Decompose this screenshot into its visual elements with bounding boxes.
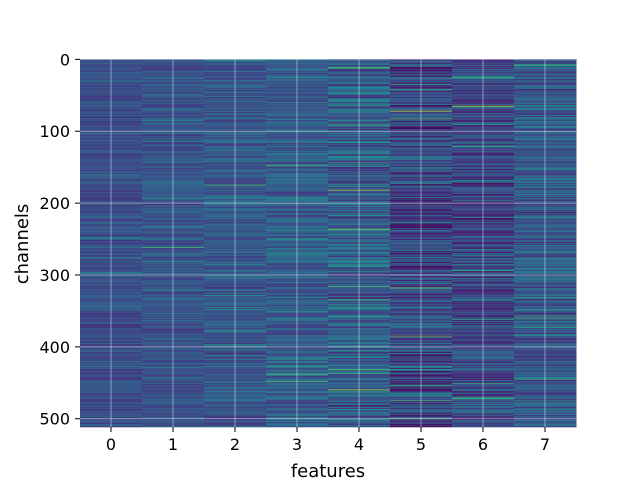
y-tick-label: 100 (39, 122, 70, 141)
x-tick-label: 0 (106, 435, 116, 454)
x-tick-label: 5 (416, 435, 426, 454)
y-tick-label: 500 (39, 410, 70, 429)
x-tick-label: 6 (478, 435, 488, 454)
x-tick-label: 3 (292, 435, 302, 454)
y-tick-label: 0 (60, 50, 70, 69)
x-tick-label: 2 (230, 435, 240, 454)
x-axis-label: features (291, 461, 365, 480)
y-tick-label: 300 (39, 266, 70, 285)
x-tick-label: 4 (354, 435, 364, 454)
axis-ticks: 0 1 2 3 4 5 6 7 0 100 200 300 400 500 (39, 50, 550, 454)
heatmap-cells (80, 59, 577, 428)
y-axis-label: channels (12, 204, 33, 285)
gridlines (80, 58, 576, 427)
x-tick-label: 1 (168, 435, 178, 454)
y-tick-label: 400 (39, 338, 70, 357)
y-tick-label: 200 (39, 194, 70, 213)
x-tick-label: 7 (540, 435, 550, 454)
